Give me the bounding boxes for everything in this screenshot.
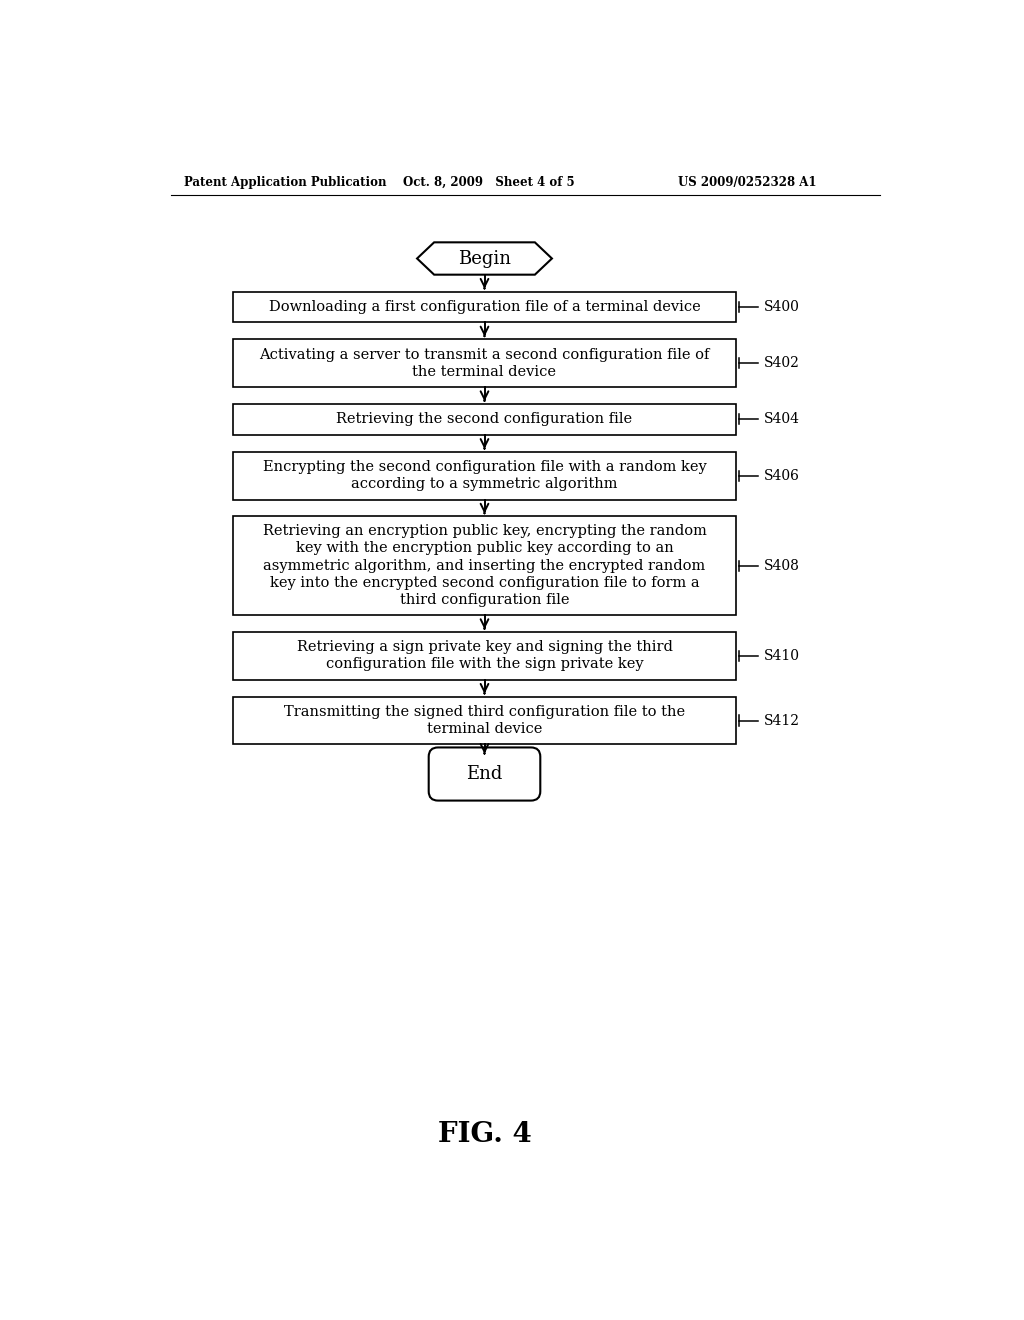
Text: Retrieving the second configuration file: Retrieving the second configuration file — [337, 412, 633, 426]
Text: Retrieving a sign private key and signing the third
configuration file with the : Retrieving a sign private key and signin… — [297, 640, 673, 672]
Text: FIG. 4: FIG. 4 — [437, 1121, 531, 1148]
Text: Oct. 8, 2009   Sheet 4 of 5: Oct. 8, 2009 Sheet 4 of 5 — [403, 176, 574, 189]
Bar — [232, 697, 736, 744]
Text: S408: S408 — [764, 558, 800, 573]
Text: US 2009/0252328 A1: US 2009/0252328 A1 — [678, 176, 817, 189]
Text: Patent Application Publication: Patent Application Publication — [183, 176, 386, 189]
Text: S400: S400 — [764, 300, 800, 314]
Bar — [232, 516, 736, 615]
Bar — [232, 292, 736, 322]
Text: Downloading a first configuration file of a terminal device: Downloading a first configuration file o… — [268, 300, 700, 314]
Text: S412: S412 — [764, 714, 800, 727]
Text: Encrypting the second configuration file with a random key
according to a symmet: Encrypting the second configuration file… — [262, 459, 707, 491]
Bar — [232, 339, 736, 387]
Bar — [232, 632, 736, 680]
Bar — [232, 451, 736, 499]
Polygon shape — [417, 243, 552, 275]
Text: Activating a server to transmit a second configuration file of
the terminal devi: Activating a server to transmit a second… — [259, 347, 710, 379]
Text: Retrieving an encryption public key, encrypting the random
key with the encrypti: Retrieving an encryption public key, enc… — [262, 524, 707, 607]
FancyBboxPatch shape — [429, 747, 541, 800]
Text: S406: S406 — [764, 469, 800, 483]
Text: End: End — [466, 766, 503, 783]
Text: S410: S410 — [764, 649, 800, 663]
Text: Transmitting the signed third configuration file to the
terminal device: Transmitting the signed third configurat… — [284, 705, 685, 737]
Text: Begin: Begin — [458, 249, 511, 268]
Text: S404: S404 — [764, 412, 800, 426]
Bar — [232, 404, 736, 434]
Text: S402: S402 — [764, 356, 800, 370]
